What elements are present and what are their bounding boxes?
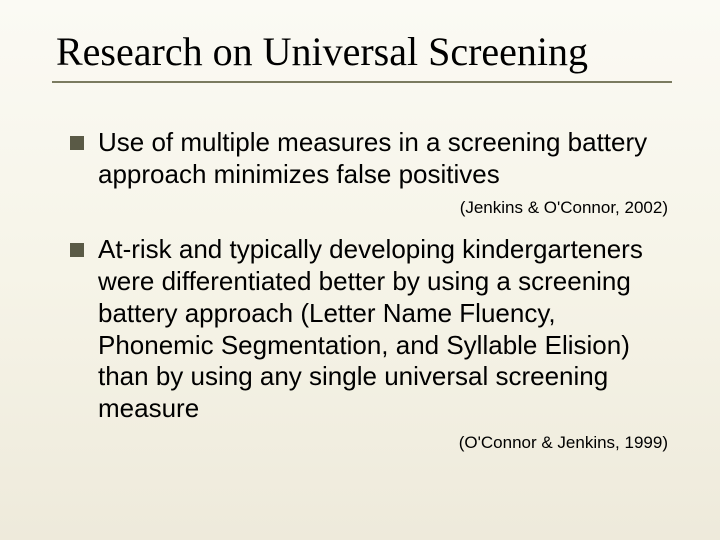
slide: Research on Universal Screening Use of m… [0, 0, 720, 540]
citation: (O'Connor & Jenkins, 1999) [52, 433, 672, 453]
list-item: At-risk and typically developing kinderg… [70, 234, 672, 424]
title-underline [52, 81, 672, 83]
bullet-list: Use of multiple measures in a screening … [52, 127, 672, 190]
list-item: Use of multiple measures in a screening … [70, 127, 672, 190]
bullet-text: Use of multiple measures in a screening … [98, 127, 672, 190]
bullet-list: At-risk and typically developing kinderg… [52, 234, 672, 424]
slide-title: Research on Universal Screening [52, 28, 672, 75]
citation: (Jenkins & O'Connor, 2002) [52, 198, 672, 218]
bullet-text: At-risk and typically developing kinderg… [98, 234, 672, 424]
